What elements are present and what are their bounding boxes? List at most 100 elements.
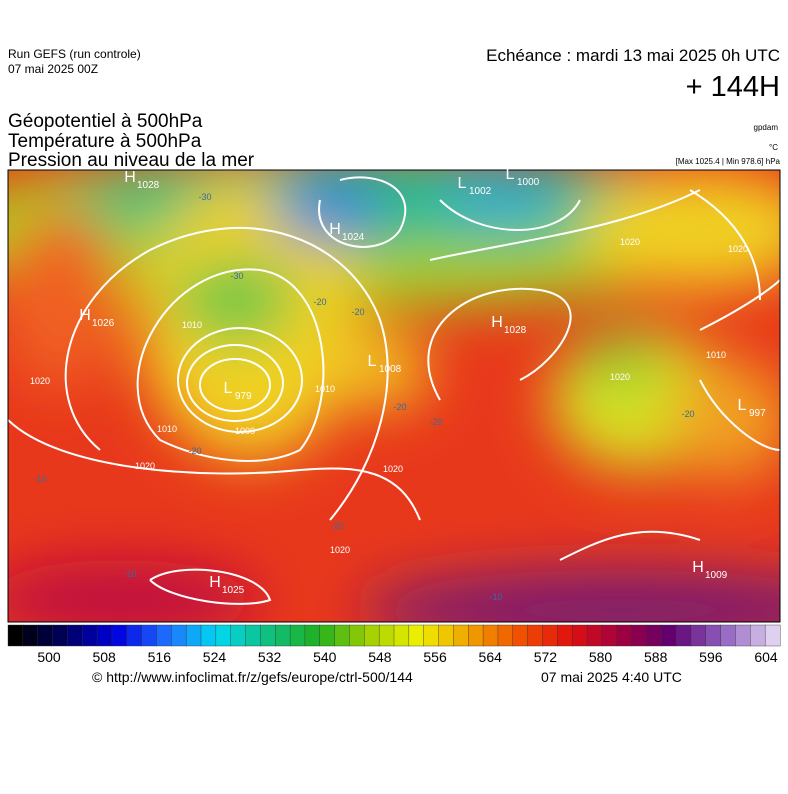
isobar-label: 1020	[383, 464, 403, 474]
colorbar-cell	[557, 624, 573, 647]
pressure-center-letter: L	[738, 397, 747, 414]
isobar-label: 1010	[157, 424, 177, 434]
run-label: Run GEFS (run controle)	[8, 47, 141, 61]
colorbar-cell	[364, 624, 380, 647]
colorbar-cell	[527, 624, 543, 647]
colorbar-cell	[453, 624, 469, 647]
isobar-label: 1000	[235, 426, 255, 436]
field-label: Pression au niveau de la mer	[8, 150, 255, 171]
pressure-center-letter: H	[209, 574, 221, 591]
colorbar-cell	[200, 624, 217, 647]
colorbar-cell	[22, 624, 39, 647]
isotherm-label: -30	[198, 192, 211, 202]
issue-time: 07 mai 2025 4:40 UTC	[541, 669, 682, 685]
pressure-center-value: 1009	[705, 570, 728, 581]
colorbar-tick-label: 508	[92, 649, 116, 665]
isotherm-label: -10	[33, 474, 46, 484]
colorbar-cell	[156, 624, 172, 647]
isotherm-label: -30	[230, 271, 243, 281]
colorbar-cell	[126, 624, 143, 647]
isobar-label: 1020	[610, 372, 630, 382]
pressure-center-letter: L	[506, 166, 515, 183]
colorbar-tick-label: 604	[754, 649, 778, 665]
isotherm-label: -10	[123, 569, 136, 579]
isobar-label: 1020	[728, 244, 748, 254]
colorbar-cell	[705, 624, 722, 647]
colorbar-cell	[319, 624, 336, 647]
colorbar-cell	[571, 624, 588, 647]
colorbar-cell	[468, 624, 484, 647]
isobars	[8, 176, 780, 605]
pressure-center-value: 997	[749, 408, 766, 419]
isobar-label: 1010	[182, 320, 202, 330]
colorbar-cell	[185, 624, 202, 647]
colorbar-cell	[720, 624, 736, 647]
isobar-label: 1020	[330, 545, 350, 555]
colorbar-cell	[289, 624, 306, 647]
isotherm-label: -20	[393, 402, 406, 412]
pressure-center-letter: H	[79, 307, 91, 324]
pressure-center-value: 1025	[222, 585, 245, 596]
colorbar-cell	[96, 624, 113, 647]
map	[8, 170, 780, 622]
field-label: Géopotentiel à 500hPa	[8, 111, 203, 132]
colorbar-cell	[690, 624, 707, 647]
colorbar-cell	[497, 624, 514, 647]
colorbar-tick-label: 596	[699, 649, 723, 665]
colorbar-cell	[423, 624, 440, 647]
colorbar-tick-label: 532	[258, 649, 282, 665]
colorbar-tick-label: 556	[423, 649, 447, 665]
pressure-center-letter: H	[692, 559, 704, 576]
colorbar-cell	[171, 624, 187, 647]
unit-label: °C	[769, 143, 778, 152]
range-label: [Max 1025.4 | Min 978.6] hPa	[676, 157, 781, 166]
pressure-center-value: 979	[235, 391, 252, 402]
map-frame	[7, 169, 781, 623]
source-label: gpdam	[754, 123, 779, 132]
colorbar-tick-label: 588	[644, 649, 668, 665]
pressure-center-value: 1026	[92, 318, 115, 329]
colorbar-cell	[482, 624, 499, 647]
colorbar-cell	[675, 624, 692, 647]
pressure-center-letter: L	[224, 380, 233, 397]
pressure-center-value: 1000	[517, 177, 540, 188]
colorbar-cell	[378, 624, 395, 647]
isotherm-label: -20	[188, 446, 201, 456]
colorbar-tick-label: 524	[203, 649, 227, 665]
isobar-label: 1010	[706, 350, 726, 360]
colorbar-cell	[601, 624, 618, 647]
colorbar-cell	[438, 624, 454, 647]
colorbar-cell	[275, 624, 291, 647]
valid-time: Echéance : mardi 13 mai 2025 0h UTC	[486, 46, 780, 65]
colorbar-tick-label: 564	[479, 649, 503, 665]
colorbar-tick-label: 500	[37, 649, 61, 665]
pressure-center-letter: H	[329, 221, 341, 238]
colorbar-cell	[82, 624, 98, 647]
isobar-label: 1020	[135, 461, 155, 471]
pressure-center-value: 1028	[137, 180, 160, 191]
pressure-center-value: 1028	[504, 325, 527, 336]
colorbar-cell	[408, 624, 425, 647]
colorbar-cell	[349, 624, 365, 647]
colorbar-tick-label: 548	[368, 649, 392, 665]
colorbar-cell	[393, 624, 410, 647]
colorbar-tick-label: 540	[313, 649, 337, 665]
isotherm-label: -20	[330, 521, 343, 531]
pressure-center-value: 1002	[469, 186, 492, 197]
colorbar-cell	[215, 624, 232, 647]
source-url: © http://www.infoclimat.fr/z/gefs/europe…	[92, 669, 413, 685]
colorbar-tick-label: 516	[148, 649, 172, 665]
colorbar-cell	[750, 624, 766, 647]
colorbar-cell	[512, 624, 529, 647]
pressure-center-letter: L	[368, 353, 377, 370]
colorbar-cell	[304, 624, 321, 647]
isobar-label: 1020	[30, 376, 50, 386]
colorbar-tick-label: 580	[589, 649, 613, 665]
colorbar-cell	[7, 624, 24, 647]
isotherm-label: -10	[489, 592, 502, 602]
colorbar-cell	[586, 624, 603, 647]
pressure-center-letter: H	[124, 169, 136, 186]
colorbar-cell	[230, 624, 247, 647]
isotherm-label: -20	[681, 409, 694, 419]
